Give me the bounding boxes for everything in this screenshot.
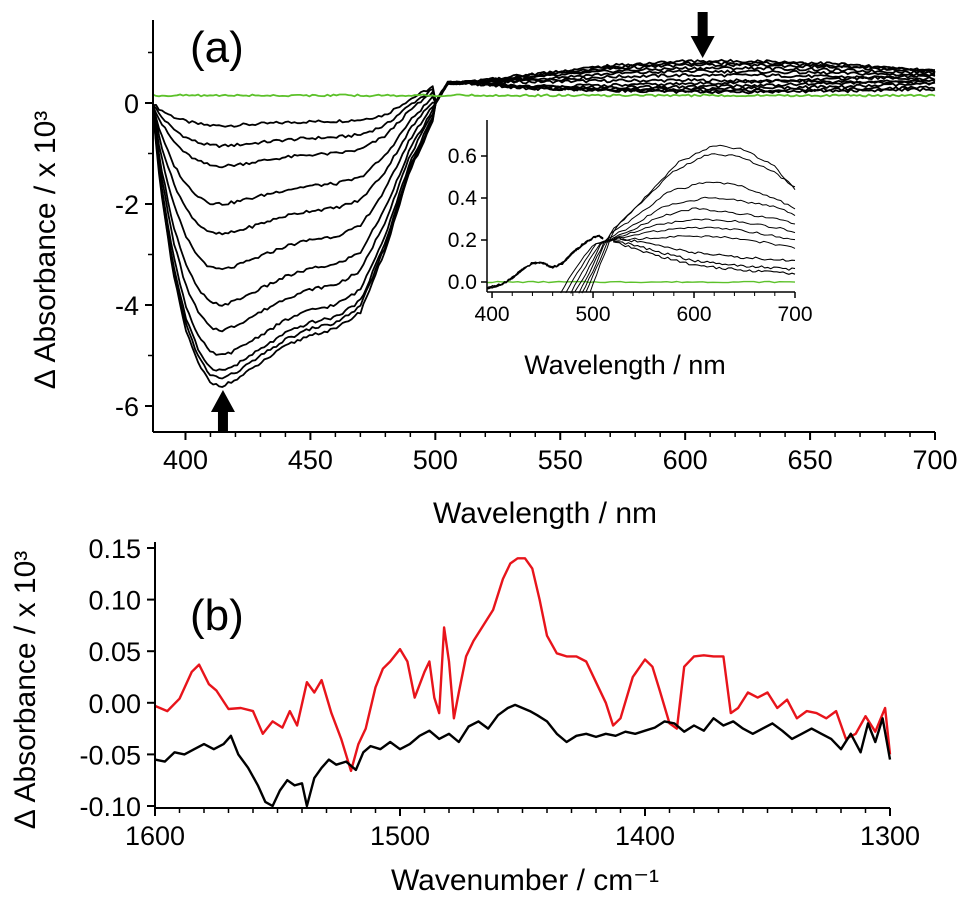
- panel-b-ytick-label-3: 0.00: [88, 689, 141, 719]
- trace-a-10: [152, 78, 936, 380]
- panel-a-xtick-label-650: 650: [788, 445, 833, 475]
- panel-a-xtick-label-550: 550: [538, 445, 583, 475]
- panel-b-xtick-label-1400: 1400: [615, 821, 675, 851]
- panel-b-ytick-label-1: 0.10: [88, 586, 141, 616]
- inset-tail-trace-2: [613, 237, 796, 262]
- panel-a-ytick-label--2: -2: [115, 190, 139, 220]
- panel-a-tick-labels: 400 450 500 550 600 650 700 0 -2 -4 -6: [115, 89, 958, 475]
- panel-b-xlabel: Wavenumber / cm⁻¹: [391, 864, 659, 897]
- panel-a-traces: [152, 58, 936, 388]
- panel-b-ytick-label-0: 0.15: [88, 534, 141, 564]
- inset-ytick-label-0.4: 0.4: [448, 187, 478, 210]
- reference-trace-a: [152, 93, 936, 98]
- inset-rising-trace-5: [581, 181, 796, 294]
- inset-axes: [481, 120, 796, 298]
- inset-rising-trace-4: [578, 196, 796, 294]
- inset-reference-trace: [487, 280, 796, 284]
- inset-xtick-label-400: 400: [475, 303, 510, 326]
- panel-a-inset-chart: 400 500 600 700 0.0 0.2 0.4 0.6 Wavelength / nm: [448, 120, 813, 380]
- inset-ytick-label-0.6: 0.6: [448, 145, 477, 168]
- panel-b-ytick-label-5: -0.10: [79, 792, 141, 822]
- inset-ytick-label-0.2: 0.2: [448, 229, 477, 252]
- panel-a-arrows: [210, 12, 715, 432]
- panel-b-traces: [154, 557, 892, 808]
- panel-a-axes: [145, 20, 936, 440]
- panel-a-ytick-label--4: -4: [115, 291, 139, 321]
- panel-b-ylabel: Δ Absorbance / x 10³: [9, 551, 42, 830]
- inset-traces: [486, 144, 796, 294]
- trace-a-2: [152, 68, 936, 169]
- trace-a-11: [152, 73, 936, 388]
- arrow-down-607: [690, 12, 715, 58]
- panel-b-ytick-label-4: -0.05: [79, 740, 141, 770]
- panel-a-ylabel: Δ Absorbance / x 10³: [29, 111, 62, 390]
- inset-rising-trace-3: [574, 207, 796, 292]
- inset-ytick-label-0: 0.0: [448, 271, 477, 294]
- panel-a-xtick-label-500: 500: [413, 445, 458, 475]
- trace-a-9: [152, 80, 936, 372]
- panel-a-label: (a): [190, 23, 244, 72]
- inset-xtick-label-600: 600: [676, 303, 711, 326]
- inset-xlabel: Wavelength / nm: [524, 350, 726, 380]
- inset-xtick-label-500: 500: [576, 303, 611, 326]
- inset-rising-trace-7: [589, 144, 796, 293]
- inset-tail-trace-0: [613, 241, 796, 275]
- panel-a-xtick-label-450: 450: [288, 445, 333, 475]
- trace-a-1: [152, 73, 936, 149]
- panel-a-xtick-label-400: 400: [163, 445, 208, 475]
- inset-rising-trace-2: [570, 218, 796, 294]
- panel-b-xtick-label-1500: 1500: [370, 821, 430, 851]
- panel-b-series-1: [154, 703, 892, 808]
- panel-b-series-0: [154, 557, 892, 773]
- panel-b-xtick-label-1600: 1600: [125, 821, 185, 851]
- panel-b-axes: [147, 542, 891, 816]
- panel-a-ytick-label--6: -6: [115, 392, 139, 422]
- inset-rising-trace-0: [560, 235, 796, 294]
- inset-tick-labels: 400 500 600 700 0.0 0.2 0.4 0.6: [448, 145, 813, 326]
- panel-a-xtick-label-700: 700: [912, 445, 957, 475]
- panel-b-tick-labels: 1600 1500 1400 1300 0.15 0.10 0.05 0.00 -0.05 -0.…: [79, 534, 920, 851]
- panel-b-label: (b): [190, 591, 244, 640]
- arrow-up-415: [210, 390, 235, 432]
- panel-b-ytick-label-2: 0.05: [88, 637, 141, 667]
- trace-a-4: [152, 62, 936, 236]
- panel-a-chart: 400 450 500 550 600 650 700 0 -2 -4 -6 (a) Wavelen…: [29, 12, 958, 530]
- trace-a-5: [152, 61, 935, 271]
- inset-xtick-label-700: 700: [777, 303, 812, 326]
- panel-b-xtick-label-1300: 1300: [860, 821, 920, 851]
- inset-base-trace-3: [486, 234, 604, 289]
- panel-b-chart: 1600 1500 1400 1300 0.15 0.10 0.05 0.00 -0.05 -0.…: [9, 534, 920, 897]
- trace-a-7: [152, 80, 936, 333]
- inset-tail-trace-1: [613, 240, 796, 271]
- trace-a-6: [152, 58, 936, 307]
- panel-a-ytick-label-0: 0: [124, 89, 139, 119]
- panel-a-xtick-label-600: 600: [663, 445, 708, 475]
- panel-a-xlabel: Wavelength / nm: [433, 497, 657, 530]
